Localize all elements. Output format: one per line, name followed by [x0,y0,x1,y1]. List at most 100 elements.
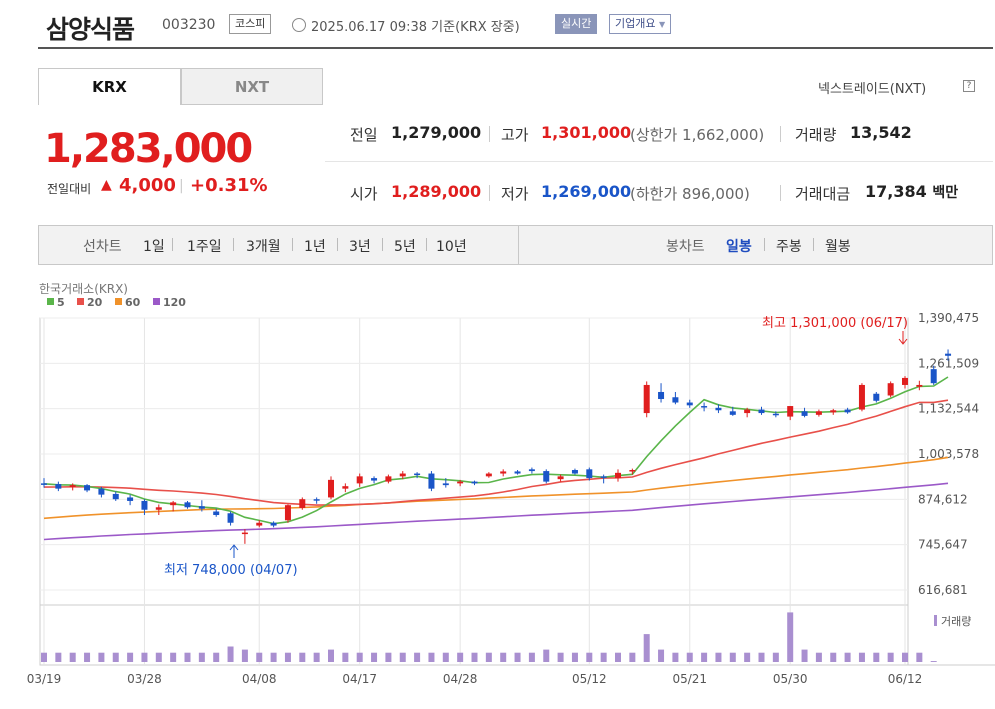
candle-body [414,473,421,476]
candle-monthly[interactable]: 월봉 [825,239,851,255]
open-label: 시가 [350,185,378,203]
x-tick-label: 03/28 [127,672,162,686]
toolbar-separator [172,238,173,251]
plot-frame [39,317,909,606]
candle-daily[interactable]: 일봉 [726,239,752,255]
tab-nxt[interactable]: NXT [181,68,323,105]
candle-body [284,505,291,521]
candle-body [557,476,564,480]
volume-bar [399,652,406,662]
volume-bar [830,652,837,662]
candle-body [801,411,808,416]
candle-body [744,409,751,414]
legend-swatch-5 [47,298,54,305]
low-arrow-head [229,544,239,551]
candle-body [658,391,665,400]
candle-body [715,407,722,411]
x-tick-label: 05/30 [773,672,808,686]
price-chart[interactable]: 한국거래소(KRX)5 20 60 120 03/19 03/28 04/08 04/17 04… [0,270,995,709]
tab-krx[interactable]: KRX [38,68,181,105]
volume-bar [600,652,607,662]
period-1w[interactable]: 1주일 [187,239,222,255]
period-1y[interactable]: 1년 [304,239,326,255]
amount-number: 17,384 [865,182,927,201]
toolbar-separator [426,238,427,251]
datetime-value: 2025.06.17 09:38 [311,20,428,35]
candle-body [256,522,263,526]
info-divider [325,161,993,162]
volume-bar [184,652,191,662]
toolbar-separator [382,238,383,251]
toolbar-separator [233,238,234,251]
candle-body [586,469,593,479]
toolbar-separator [337,238,338,251]
candle-body [902,377,908,385]
volume-bar [442,652,449,662]
candle-body [170,502,177,506]
candle-body [299,499,306,508]
stock-code: 003230 [162,17,216,33]
candle-body [184,502,191,508]
candle-body [141,500,148,510]
market-badge: 코스피 [229,14,272,34]
candle-body [328,479,334,498]
ma120-line [43,482,949,541]
volume-bar [557,652,564,662]
volume-legend-swatch [934,615,937,626]
candle-body [844,409,851,413]
volume-bar [844,652,851,662]
period-3y[interactable]: 3년 [349,239,371,255]
volume-bar [858,652,865,662]
volume-bar [543,649,550,662]
candle-body [84,485,91,491]
low-annotation: 최저 748,000 (04/07) [164,563,298,578]
candle-body [772,413,779,416]
volume-bar [112,652,119,662]
nextrade-link[interactable]: 넥스트레이드(NXT) [818,82,927,97]
volume-bar [328,649,334,662]
volume-bar [715,652,722,662]
legend-label-60: 60 [125,296,141,309]
candle-body [643,384,650,414]
help-icon[interactable]: ? [963,80,975,92]
candle-body [701,406,708,408]
candle-body [457,481,464,484]
x-tick-label: 05/21 [672,672,707,686]
candle-body [686,402,693,406]
candle-body [385,476,392,482]
toolbar-separator [764,238,765,251]
volume-bar [629,652,636,662]
x-tick-label: 04/28 [443,672,478,686]
period-10y[interactable]: 10년 [436,239,467,255]
volume-bar [299,652,306,662]
volume-bar [930,661,937,662]
x-tick-label: 05/12 [572,672,607,686]
high-arrow-head [898,338,908,345]
candle-body [887,383,894,396]
x-tick-label: 04/17 [342,672,377,686]
period-1d[interactable]: 1일 [143,239,165,255]
candle-body [815,411,822,415]
volume-bar [615,652,621,662]
info-separator [489,126,490,142]
period-3m[interactable]: 3개월 [246,239,281,255]
realtime-button[interactable]: 실시간 [555,14,598,34]
line-chart-label: 선차트 [83,239,122,255]
volume-bar [758,652,765,662]
chart-toolbar [38,225,993,265]
lower-limit: (하한가 896,000) [630,185,750,203]
candle-weekly[interactable]: 주봉 [776,239,802,255]
candle-body [155,507,162,510]
candle-body [629,470,636,472]
candle-body [41,483,47,485]
period-5y[interactable]: 5년 [394,239,416,255]
volume-bar [658,649,665,662]
y-tick-label: 1,132,544 [918,402,979,416]
amount-unit: 백만 [932,185,959,201]
y-tick-label: 874,612 [918,492,968,506]
volume-bar [313,652,320,662]
volume-bar [471,652,478,662]
company-overview-button[interactable]: 기업개요 ▼ [609,14,672,34]
candle-body [514,471,521,474]
volume-bar [213,652,220,662]
